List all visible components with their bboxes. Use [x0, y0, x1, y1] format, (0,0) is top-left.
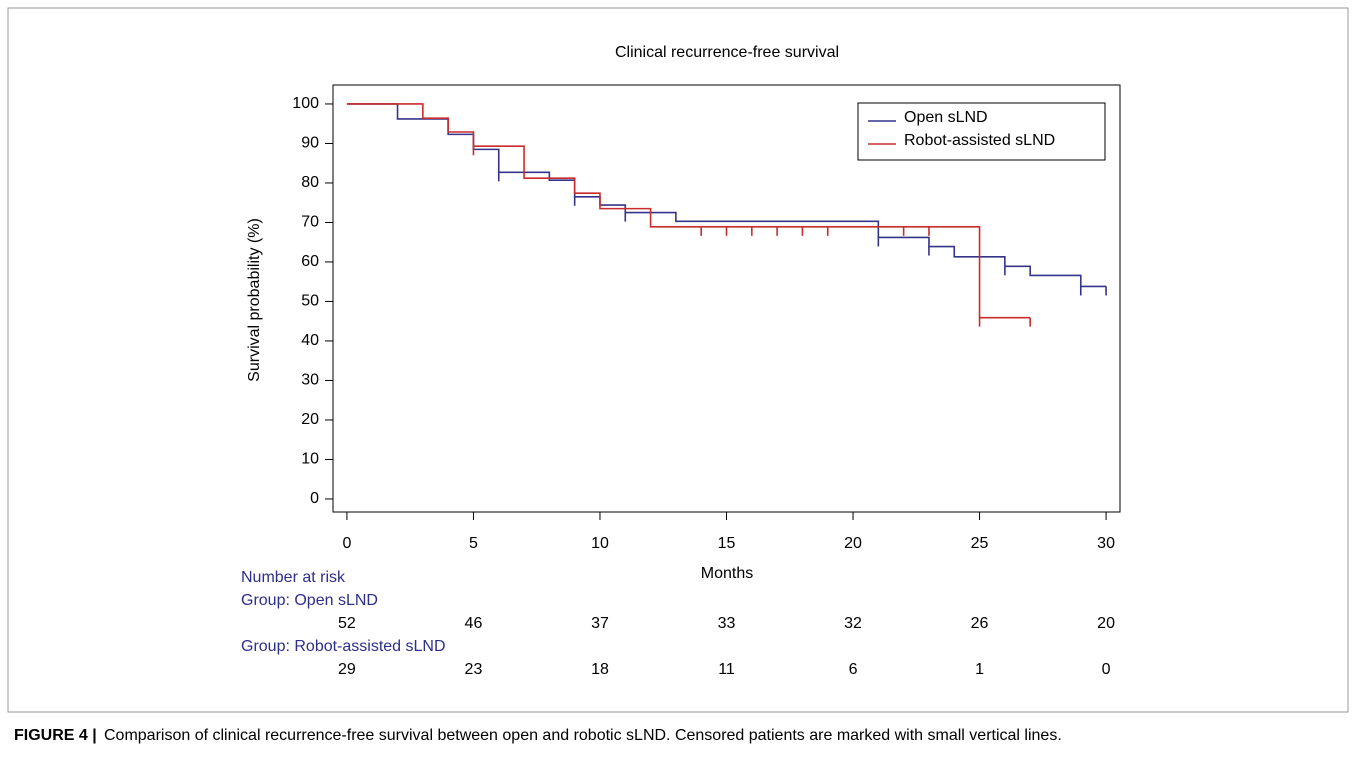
- y-tick-label: 40: [301, 332, 319, 349]
- risk-count: 52: [338, 615, 356, 632]
- x-tick-label: 0: [342, 535, 351, 552]
- y-tick-label: 0: [310, 490, 319, 507]
- risk-count: 32: [844, 615, 862, 632]
- x-tick-label: 30: [1097, 535, 1115, 552]
- risk-count: 11: [718, 661, 735, 678]
- risk-count: 1: [975, 661, 984, 678]
- risk-group-label: Group: Robot-assisted sLND: [241, 638, 446, 655]
- y-tick-label: 30: [301, 372, 319, 389]
- y-tick-label: 10: [301, 451, 319, 468]
- caption: Comparison of clinical recurrence-free s…: [104, 727, 1062, 744]
- risk-count: 20: [1097, 615, 1115, 632]
- risk-count: 18: [591, 661, 609, 678]
- y-tick-label: 70: [301, 214, 319, 231]
- risk-count: 26: [971, 615, 989, 632]
- y-axis-label: Survival probability (%): [246, 218, 263, 382]
- y-tick-label: 90: [301, 135, 319, 152]
- y-tick-label: 100: [292, 95, 319, 112]
- legend-box: [857, 102, 1106, 161]
- y-tick-label: 50: [301, 293, 319, 310]
- x-tick-label: 25: [971, 535, 989, 552]
- x-tick-label: 10: [591, 535, 609, 552]
- risk-count: 23: [465, 661, 483, 678]
- chart-title: Clinical recurrence-free survival: [615, 44, 839, 61]
- risk-title: Number at risk: [241, 569, 346, 586]
- legend-label: Robot-assisted sLND: [904, 132, 1055, 149]
- x-axis-label: Months: [701, 565, 753, 582]
- y-tick-label: 60: [301, 253, 319, 270]
- caption-label: FIGURE 4 |: [14, 727, 97, 744]
- risk-group-label: Group: Open sLND: [241, 592, 378, 609]
- risk-count: 0: [1102, 661, 1111, 678]
- y-tick-label: 80: [301, 174, 319, 191]
- risk-count: 6: [849, 661, 858, 678]
- figure-border: [7, 7, 1349, 713]
- y-tick-label: 20: [301, 411, 319, 428]
- risk-count: 46: [465, 615, 483, 632]
- x-tick-label: 5: [469, 535, 478, 552]
- risk-count: 29: [338, 661, 356, 678]
- x-tick-label: 15: [718, 535, 736, 552]
- risk-count: 37: [591, 615, 609, 632]
- survival-curve: [346, 103, 1031, 319]
- legend-label: Open sLND: [904, 109, 988, 126]
- risk-count: 33: [718, 615, 736, 632]
- x-tick-label: 20: [844, 535, 862, 552]
